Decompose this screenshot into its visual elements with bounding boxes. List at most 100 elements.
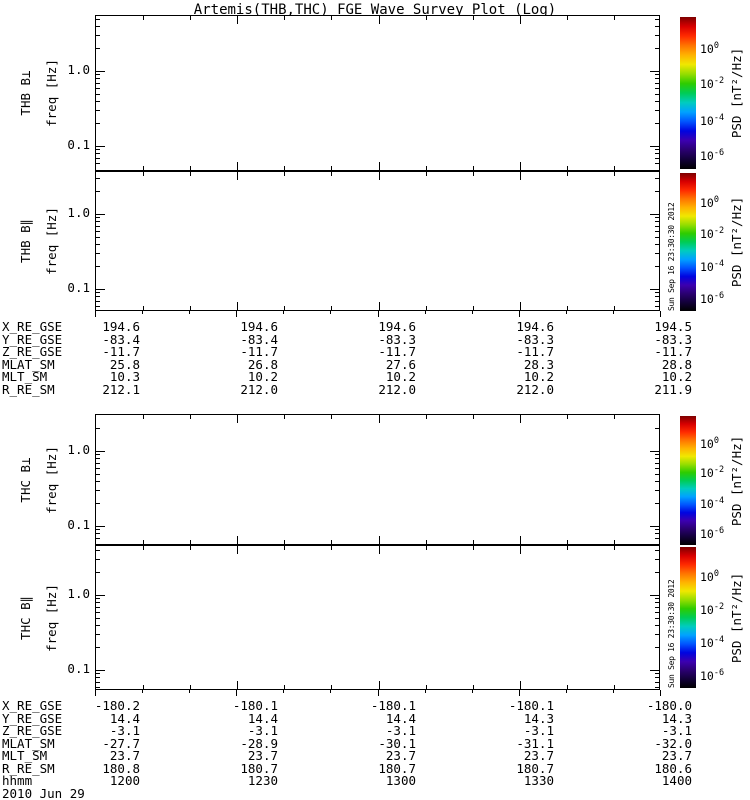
row-value: -11.7 — [240, 344, 278, 359]
x-tick — [331, 166, 332, 170]
row-value: 1400 — [661, 773, 692, 788]
y-tick — [96, 74, 100, 75]
y-tick — [655, 687, 659, 688]
x-tick — [331, 16, 332, 20]
row-value: 10.2 — [385, 369, 416, 384]
colorbar-tick-base: 10 — [700, 569, 714, 584]
table-row: Z_RE_GSE -3.1 -3.1 -3.1 -3.1 -3.1 — [0, 724, 750, 737]
x-tick — [237, 536, 238, 544]
colorbar-tick-label: 100 — [700, 193, 719, 210]
x-tick — [473, 16, 474, 20]
row-value: 180.7 — [240, 761, 278, 776]
y-tick — [655, 458, 659, 459]
x-tick — [143, 546, 144, 550]
date-label: 2010 Jun 29 — [2, 786, 85, 800]
row-value: 10.2 — [523, 369, 554, 384]
row-value: -83.4 — [102, 332, 140, 347]
y-tick — [655, 88, 659, 89]
timestamp-label: Sun Sep 16 23:30:30 2012 — [667, 202, 676, 311]
row-value: 14.4 — [247, 711, 278, 726]
y-tick — [96, 110, 100, 111]
row-value: -11.7 — [654, 344, 692, 359]
time-axis-tick — [519, 311, 520, 317]
timestamp-label: Sun Sep 16 23:30:30 2012 — [667, 579, 676, 688]
y-tick — [96, 289, 105, 290]
y-tick — [655, 244, 659, 245]
x-tick — [614, 306, 615, 310]
y-tick — [655, 158, 659, 159]
x-tick — [190, 415, 191, 419]
colorbar-tick-exponent: -6 — [713, 668, 725, 678]
y-tick — [96, 221, 100, 222]
ytick-label: 0.1 — [67, 517, 90, 532]
colorbar-tick-base: 10 — [700, 41, 714, 56]
time-axis-tick — [330, 690, 331, 693]
y-tick — [655, 26, 659, 27]
y-tick — [96, 301, 100, 302]
y-tick — [655, 78, 659, 79]
x-tick — [143, 16, 144, 20]
row-value: -31.1 — [516, 736, 554, 751]
time-axis-tick — [283, 690, 284, 693]
row-value: 14.3 — [661, 711, 692, 726]
psd-axis-label: PSD [nT²/Hz] — [729, 47, 744, 139]
y-tick — [655, 266, 659, 267]
row-value: -180.1 — [508, 698, 554, 713]
y-tick — [650, 595, 659, 596]
row-value: 23.7 — [523, 748, 554, 763]
colorbar-thc-bperp — [680, 416, 696, 545]
y-tick — [96, 481, 100, 482]
y-tick — [96, 612, 100, 613]
x-tick — [473, 685, 474, 689]
row-value: 211.9 — [654, 382, 692, 397]
x-tick — [190, 172, 191, 176]
y-tick — [96, 78, 100, 79]
y-tick — [96, 463, 100, 464]
row-value: -27.7 — [102, 736, 140, 751]
time-axis-tick — [660, 690, 661, 696]
row-value: -83.4 — [240, 332, 278, 347]
time-axis-tick — [613, 690, 614, 693]
time-axis-tick — [566, 690, 567, 693]
x-tick — [473, 172, 474, 176]
y-tick — [96, 123, 100, 124]
row-value: 212.0 — [240, 382, 278, 397]
x-tick — [331, 546, 332, 550]
spectrogram-panel-thb-bperp — [95, 15, 660, 171]
x-tick — [284, 16, 285, 20]
x-tick — [614, 415, 615, 419]
x-tick — [473, 546, 474, 550]
y-tick — [655, 612, 659, 613]
x-tick — [520, 16, 521, 24]
y-tick — [96, 48, 100, 49]
colorbar-tick-exponent: 0 — [713, 195, 719, 205]
y-tick — [96, 244, 100, 245]
time-axis-tick — [378, 311, 379, 317]
y-tick — [655, 533, 659, 534]
row-value: -180.2 — [94, 698, 140, 713]
colorbar-tick-base: 10 — [700, 635, 714, 650]
row-value: 194.6 — [516, 319, 554, 334]
y-tick — [655, 550, 659, 551]
row-value: 23.7 — [661, 748, 692, 763]
row-value: -3.1 — [385, 723, 416, 738]
freq-axis-label: freq [Hz] — [44, 207, 59, 275]
y-tick — [96, 647, 100, 648]
colorbar-tick-base: 10 — [700, 526, 714, 541]
y-tick — [655, 74, 659, 75]
y-tick — [96, 237, 100, 238]
y-tick — [655, 634, 659, 635]
y-tick — [96, 153, 100, 154]
x-tick — [331, 540, 332, 544]
x-tick — [473, 306, 474, 310]
colorbar-tick-base: 10 — [700, 496, 714, 511]
x-tick — [614, 172, 615, 176]
time-axis-tick — [189, 311, 190, 314]
table-row: hhmm 1200 1230 1300 1330 1400 — [0, 774, 750, 787]
x-tick — [426, 546, 427, 550]
y-tick — [655, 178, 659, 179]
colorbar-tick-label: 100 — [700, 567, 719, 584]
x-tick — [190, 166, 191, 170]
x-tick — [237, 162, 238, 170]
x-tick — [379, 302, 380, 310]
